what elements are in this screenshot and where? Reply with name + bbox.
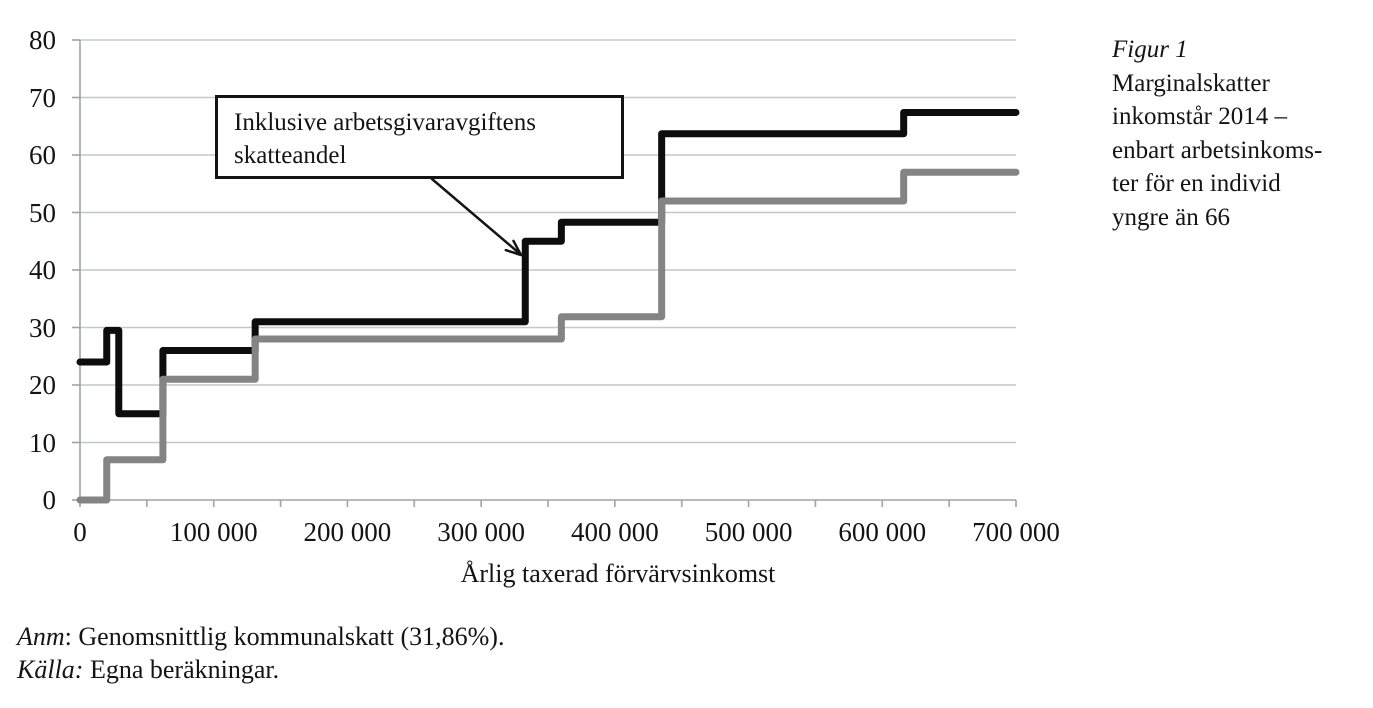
x-axis-tick-label: 400 000 xyxy=(570,517,659,547)
annotation-arrow xyxy=(430,177,521,255)
y-axis-tick-label: 60 xyxy=(29,140,56,170)
caption-line: yngre än 66 xyxy=(1112,203,1231,231)
y-axis-tick-label: 80 xyxy=(29,25,56,55)
x-axis-tick-label: 700 000 xyxy=(972,517,1060,547)
note-anm: Anm: Genomsnittlig kommunalskatt (31,86%… xyxy=(17,620,504,653)
y-axis-tick-label: 50 xyxy=(29,197,56,228)
y-axis-tick-label: 40 xyxy=(29,255,56,285)
caption-line: ter för en individ xyxy=(1112,170,1281,197)
note-anm-text: : Genomsnittlig kommunalskatt (31,86%). xyxy=(64,622,505,651)
y-axis-tick-label: 30 xyxy=(29,312,56,343)
x-axis-tick-label: 0 xyxy=(73,517,87,547)
annotation-arrowhead xyxy=(504,239,523,257)
y-axis-tick-label: 10 xyxy=(29,427,56,458)
note-kalla: Källa: Egna beräkningar. xyxy=(17,653,504,686)
annotation-text: Inklusive arbetsgivaravgiftens skatteand… xyxy=(234,109,536,169)
caption-line: Marginalskatter xyxy=(1112,69,1270,97)
caption-line: enbart arbetsinkoms- xyxy=(1112,136,1323,164)
note-kalla-text: Egna beräkningar. xyxy=(83,655,280,684)
y-axis-tick-label: 0 xyxy=(42,485,57,515)
x-axis-tick-label: 300 000 xyxy=(437,517,526,547)
annotation-box: Inklusive arbetsgivaravgiftens skatteand… xyxy=(215,95,624,179)
note-anm-label: Anm xyxy=(17,622,65,651)
figure-caption: Figur 1 Marginalskatter inkomstår 2014 –… xyxy=(1112,33,1372,234)
x-axis-tick-label: 600 000 xyxy=(838,517,927,547)
y-axis-tick-label: 20 xyxy=(29,370,56,400)
figure-notes: Anm: Genomsnittlig kommunalskatt (31,86%… xyxy=(17,620,504,686)
note-kalla-label: Källa: xyxy=(17,655,84,684)
x-axis-tick-label: 100 000 xyxy=(169,517,258,547)
x-axis-tick-label: 500 000 xyxy=(704,517,793,547)
x-axis-tick-label: 200 000 xyxy=(303,517,392,547)
caption-line: inkomstår 2014 – xyxy=(1112,103,1287,130)
x-axis-title: Årlig taxerad förvärvsinkomst xyxy=(460,559,776,588)
excl-employer-contribution-line xyxy=(76,168,1020,504)
y-axis-tick-label: 70 xyxy=(29,82,56,113)
incl-employer-contribution-line xyxy=(76,108,1020,418)
figure-number: Figur 1 xyxy=(1112,36,1188,63)
